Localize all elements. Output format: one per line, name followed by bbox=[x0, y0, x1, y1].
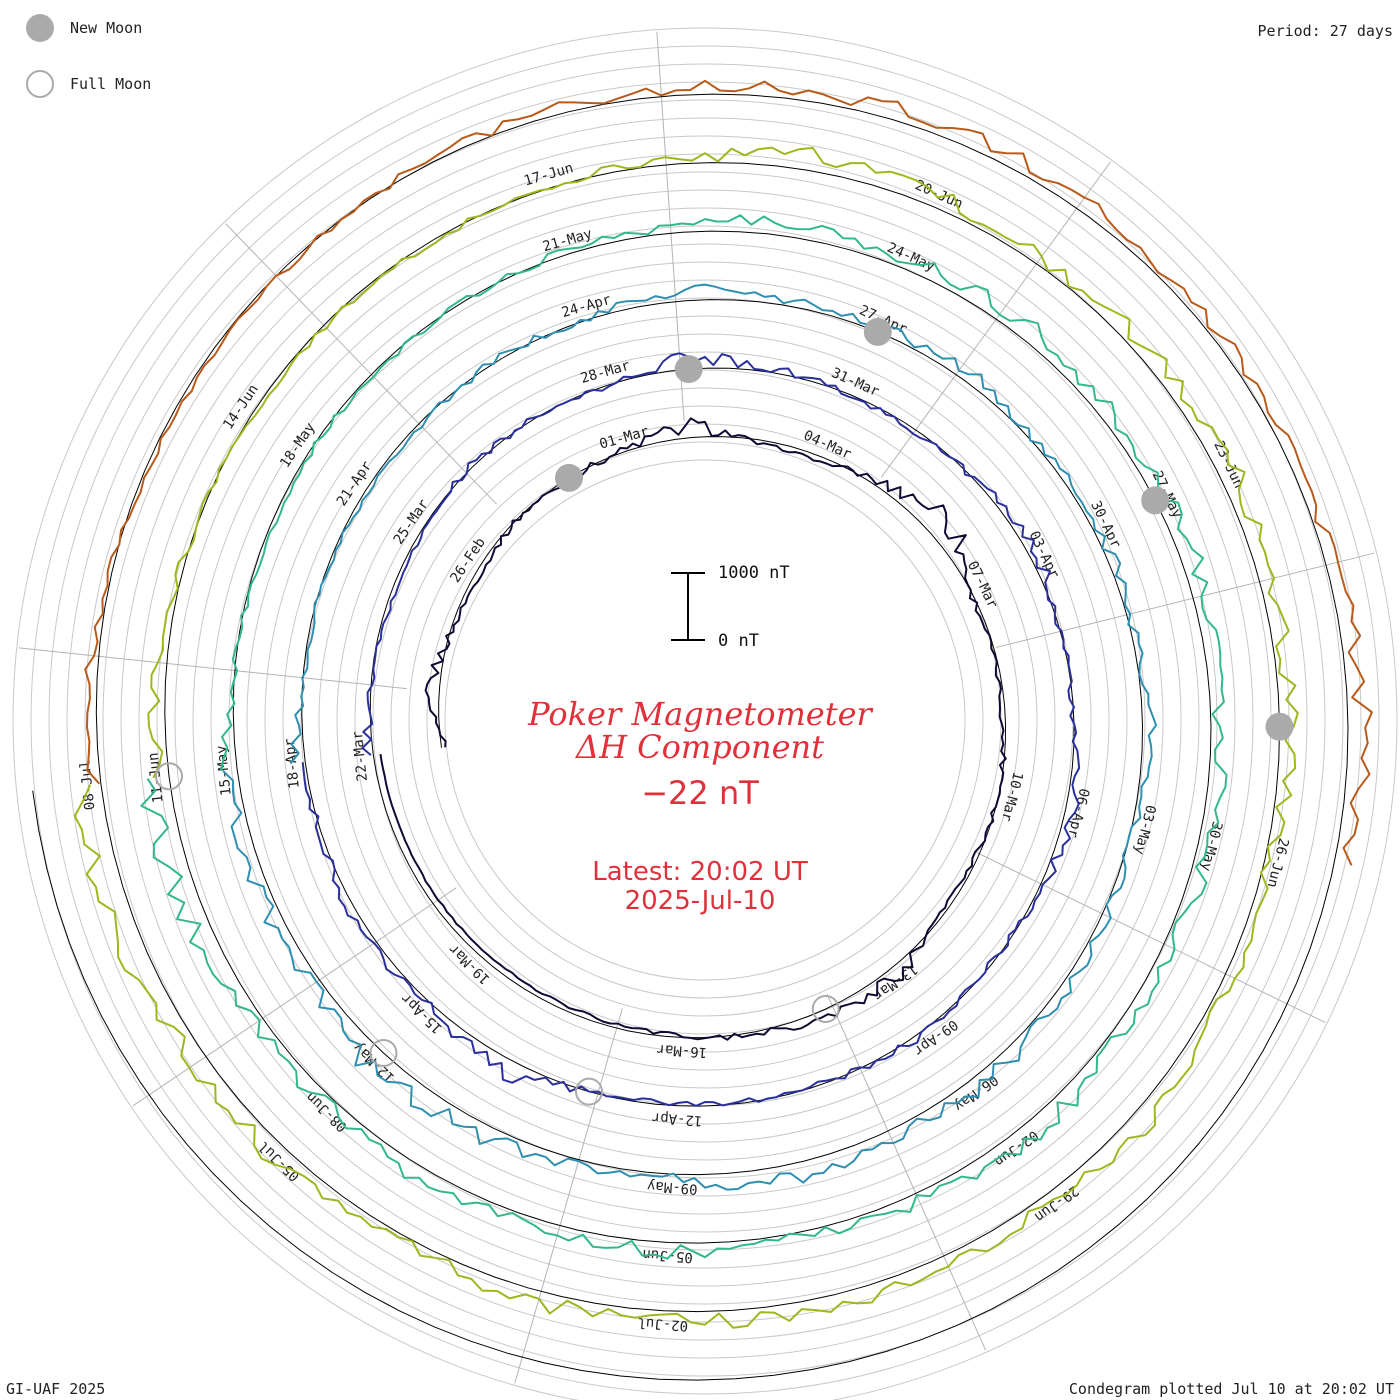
baseline-spiral bbox=[32, 93, 1349, 1381]
date-label: 05-Jun bbox=[642, 1246, 694, 1265]
day-spoke bbox=[974, 851, 1326, 1023]
date-label: 21-May bbox=[541, 226, 594, 255]
date-label: 03-Apr bbox=[1026, 529, 1063, 581]
new-moon-marker bbox=[863, 317, 892, 346]
grid-ring bbox=[354, 369, 1056, 1071]
grid-ring bbox=[246, 261, 1164, 1179]
date-label: 12-Apr bbox=[651, 1109, 703, 1128]
date-label: 08-Jun bbox=[303, 1088, 350, 1135]
date-label: 07-Mar bbox=[964, 559, 1001, 611]
grid-ring bbox=[48, 63, 1362, 1377]
current-value: −22 nT bbox=[641, 774, 759, 812]
chart-subtitle: ΔH Component bbox=[575, 728, 825, 766]
grid-ring bbox=[426, 441, 984, 999]
grid-ring bbox=[66, 81, 1344, 1359]
latest-time: Latest: 20:02 UT bbox=[592, 857, 808, 887]
baseline-rings bbox=[32, 93, 1349, 1381]
date-label: 22-Mar bbox=[350, 730, 371, 782]
date-label: 30-Apr bbox=[1087, 498, 1124, 550]
new-moon-marker bbox=[674, 355, 703, 384]
grid-ring bbox=[372, 387, 1038, 1053]
latest-date: 2025-Jul-10 bbox=[624, 886, 776, 916]
credit-label: GI-UAF 2025 bbox=[6, 1380, 106, 1398]
day-spoke bbox=[132, 887, 457, 1107]
grid-ring bbox=[390, 405, 1020, 1035]
new-moon-label: New Moon bbox=[70, 19, 143, 37]
date-label: 08-Jul bbox=[77, 759, 98, 811]
new-moon-marker bbox=[1141, 486, 1170, 515]
grid-ring bbox=[102, 117, 1308, 1323]
grid-ring bbox=[12, 27, 1398, 1400]
grid-ring bbox=[264, 279, 1146, 1161]
date-label: 05-Jul bbox=[256, 1138, 303, 1185]
full-moon-marker bbox=[155, 762, 183, 791]
scale-top-label: 1000 nT bbox=[718, 563, 790, 583]
series-line bbox=[379, 417, 1007, 1041]
grid-ring bbox=[30, 45, 1380, 1395]
legend-full-moon: Full Moon bbox=[26, 70, 151, 98]
series-line bbox=[301, 352, 1081, 1107]
grid-ring bbox=[444, 459, 966, 981]
moon-markers bbox=[155, 317, 1294, 1106]
new-moon-marker bbox=[555, 463, 583, 492]
grid-ring bbox=[210, 225, 1200, 1215]
new-moon-icon bbox=[26, 14, 54, 42]
scale-bar bbox=[671, 572, 705, 641]
series-line bbox=[84, 79, 1373, 866]
date-label: 31-Mar bbox=[829, 365, 882, 400]
series-line bbox=[140, 214, 1228, 1260]
legend-new-moon: New Moon bbox=[26, 14, 142, 42]
series-line bbox=[73, 146, 1299, 1329]
date-label: 16-Mar bbox=[656, 1041, 708, 1060]
series-line bbox=[222, 283, 1158, 1191]
day-spoke bbox=[514, 1008, 623, 1384]
date-label: 02-Jun bbox=[991, 1127, 1041, 1170]
date-label: 15-Apr bbox=[398, 990, 445, 1037]
grid-ring bbox=[84, 99, 1326, 1341]
grid-ring bbox=[282, 297, 1128, 1143]
new-moon-marker bbox=[1265, 712, 1294, 741]
full-moon-marker bbox=[575, 1077, 603, 1106]
day-spoke bbox=[995, 552, 1375, 648]
grid-ring bbox=[300, 315, 1110, 1125]
date-label: 17-Jun bbox=[522, 160, 575, 189]
date-label: 28-Mar bbox=[579, 358, 632, 387]
full-moon-icon bbox=[26, 70, 54, 98]
chart-title: Poker Magnetometer bbox=[528, 695, 872, 733]
scale-bottom-label: 0 nT bbox=[718, 631, 759, 651]
series-lines bbox=[73, 79, 1373, 1329]
full-moon-label: Full Moon bbox=[70, 75, 152, 93]
full-moon-marker bbox=[811, 995, 840, 1023]
date-label: 02-Jul bbox=[637, 1314, 689, 1333]
day-spoke bbox=[225, 223, 497, 505]
grid-ring bbox=[174, 189, 1236, 1251]
day-spoke bbox=[826, 993, 987, 1351]
plot-timestamp: Condegram plotted Jul 10 at 20:02 UT bbox=[1068, 1380, 1394, 1398]
grid-ring bbox=[156, 171, 1254, 1269]
date-label: 19-Mar bbox=[446, 940, 493, 987]
full-moon-marker bbox=[369, 1039, 398, 1067]
date-label: 18-May bbox=[277, 420, 319, 471]
date-label: 21-Apr bbox=[334, 458, 376, 509]
period-label: Period: 27 days bbox=[1257, 22, 1393, 40]
day-spoke bbox=[18, 647, 407, 690]
